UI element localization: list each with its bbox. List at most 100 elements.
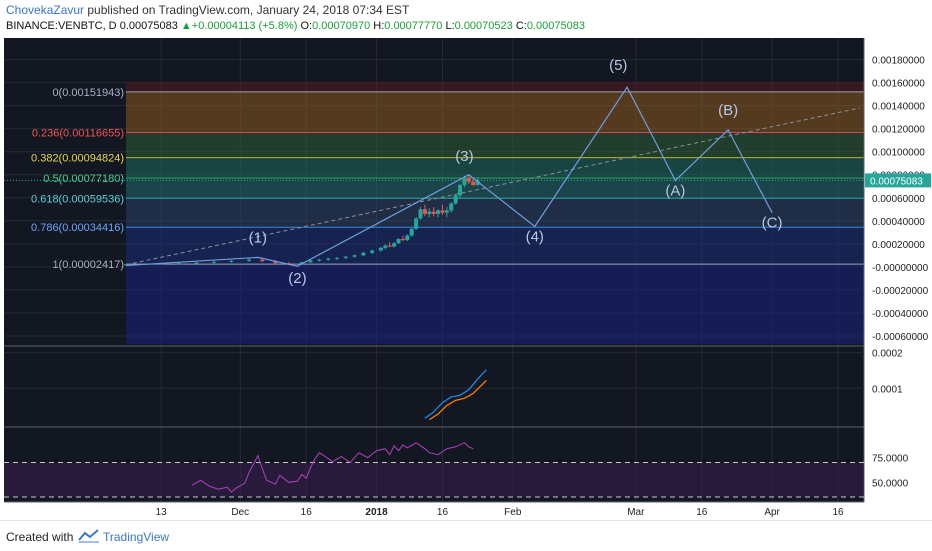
candle-body xyxy=(409,228,414,236)
x-axis-tick-label: 16 xyxy=(696,507,708,518)
candle xyxy=(247,258,252,263)
last-price-badge xyxy=(865,173,931,188)
last-price-value: 0.00075083 xyxy=(119,20,178,32)
x-axis-tick-label: 16 xyxy=(301,507,313,518)
fib-level-label: 0(0.00151943) xyxy=(52,87,124,99)
tradingview-logo-icon[interactable] xyxy=(78,529,100,543)
fib-zone xyxy=(126,132,864,158)
candle xyxy=(449,202,454,213)
candle xyxy=(334,256,339,261)
rsi-axis-tick-label: 50.0000 xyxy=(872,478,909,489)
candle xyxy=(392,241,397,248)
candle xyxy=(361,251,366,257)
y-axis-tick-label: -0.00020000 xyxy=(872,286,929,297)
y-axis-tick-label: 0.00040000 xyxy=(872,217,925,228)
candle-body xyxy=(247,259,252,261)
fib-level-label: 0.618(0.00059536) xyxy=(31,193,124,205)
candle-body xyxy=(471,181,476,186)
candle xyxy=(431,206,436,217)
candle-body xyxy=(462,178,467,186)
candle-body xyxy=(352,255,357,257)
wave-label: (5) xyxy=(609,57,627,74)
candle xyxy=(409,227,414,237)
low-label: L: xyxy=(445,20,455,32)
y-axis-tick-label: -0.00040000 xyxy=(872,309,929,320)
wave-label: (2) xyxy=(288,270,306,287)
candle-body xyxy=(334,257,339,259)
candle-body xyxy=(414,218,419,229)
candle xyxy=(387,241,392,248)
fib-level-label: 0.5(0.00077180) xyxy=(43,173,124,185)
candle-body xyxy=(260,259,265,262)
candle xyxy=(326,257,331,261)
wave-label: (B) xyxy=(718,102,738,119)
candle xyxy=(466,174,471,184)
wave-label: (C) xyxy=(762,215,783,232)
candle xyxy=(436,209,441,218)
candle xyxy=(370,249,375,254)
wave-label: (3) xyxy=(455,148,473,165)
y-axis-tick-label: 0.00020000 xyxy=(872,240,925,251)
candle xyxy=(418,206,423,220)
candle-body xyxy=(370,250,375,253)
x-axis-tick-label: 16 xyxy=(832,507,844,518)
candle-body xyxy=(453,195,458,204)
candle-body xyxy=(475,180,480,186)
candle-body xyxy=(124,264,128,266)
up-arrow-icon: ▲ xyxy=(180,20,192,32)
trend-line xyxy=(125,107,861,266)
candle-body xyxy=(211,261,216,263)
fib-level-label: 0.236(0.00116655) xyxy=(32,128,124,140)
stoch-axis-tick-label: 0.0001 xyxy=(872,384,903,395)
y-axis-tick-label: 0.00180000 xyxy=(872,56,925,67)
x-axis-tick-label: Mar xyxy=(627,507,645,518)
fib-zone xyxy=(126,81,864,92)
publish-text: published on TradingView.com, January 24… xyxy=(84,3,410,17)
fib-zone xyxy=(126,91,864,133)
candle xyxy=(211,261,216,264)
candle-body xyxy=(392,243,397,247)
candle xyxy=(352,254,357,258)
high-value: 0.00077770 xyxy=(384,20,443,32)
candle-body xyxy=(431,211,436,214)
candle-body xyxy=(458,185,463,196)
wave-label: (A) xyxy=(665,182,685,199)
candle xyxy=(308,259,313,263)
wave-label: (1) xyxy=(249,230,267,247)
fib-zone xyxy=(126,157,864,178)
y-axis-tick-label: 0.00140000 xyxy=(872,102,925,113)
stoch-k-line xyxy=(424,369,487,419)
rsi-line xyxy=(191,442,474,493)
trading-chart[interactable]: 0(0.00151943) 0.236(0.00116655) 0.382(0.00… xyxy=(0,38,932,520)
candle-body xyxy=(436,210,441,214)
candle-body xyxy=(440,210,445,213)
candle xyxy=(444,206,449,218)
candle xyxy=(343,256,348,260)
created-with-text: Created with xyxy=(6,530,74,544)
fib-level-label: 0.786(0.00034416) xyxy=(31,222,124,234)
stoch-axis-tick-label: 0.0002 xyxy=(872,349,903,360)
y-axis-tick-label: -0.00000000 xyxy=(872,263,929,274)
candle-body xyxy=(308,260,313,263)
x-axis-tick-label: 2018 xyxy=(365,507,388,518)
candle-body xyxy=(400,238,405,241)
last-price-badge-label: 0.00075083 xyxy=(870,176,923,187)
y-axis-tick-label: -0.00060000 xyxy=(872,332,929,343)
tradingview-brand-link[interactable]: TradingView xyxy=(103,530,170,544)
author-link[interactable]: ChovekaZavur xyxy=(6,3,85,17)
candle-body xyxy=(383,245,388,248)
publish-info: ChovekaZavur published on TradingView.co… xyxy=(6,3,409,17)
candle-body xyxy=(427,211,432,214)
candle-body xyxy=(378,247,383,251)
y-axis-tick-label: 0.00160000 xyxy=(872,79,925,90)
candle xyxy=(453,194,458,205)
fib-zone xyxy=(126,264,864,344)
candle xyxy=(458,183,463,198)
high-label: H: xyxy=(373,20,385,32)
symbol-label: BINANCE:VENBTC, D xyxy=(6,20,117,32)
candle xyxy=(440,204,445,216)
elliott-wave-path xyxy=(125,86,773,267)
candle xyxy=(422,204,427,217)
candle-body xyxy=(405,235,410,241)
candle-body xyxy=(387,245,392,247)
